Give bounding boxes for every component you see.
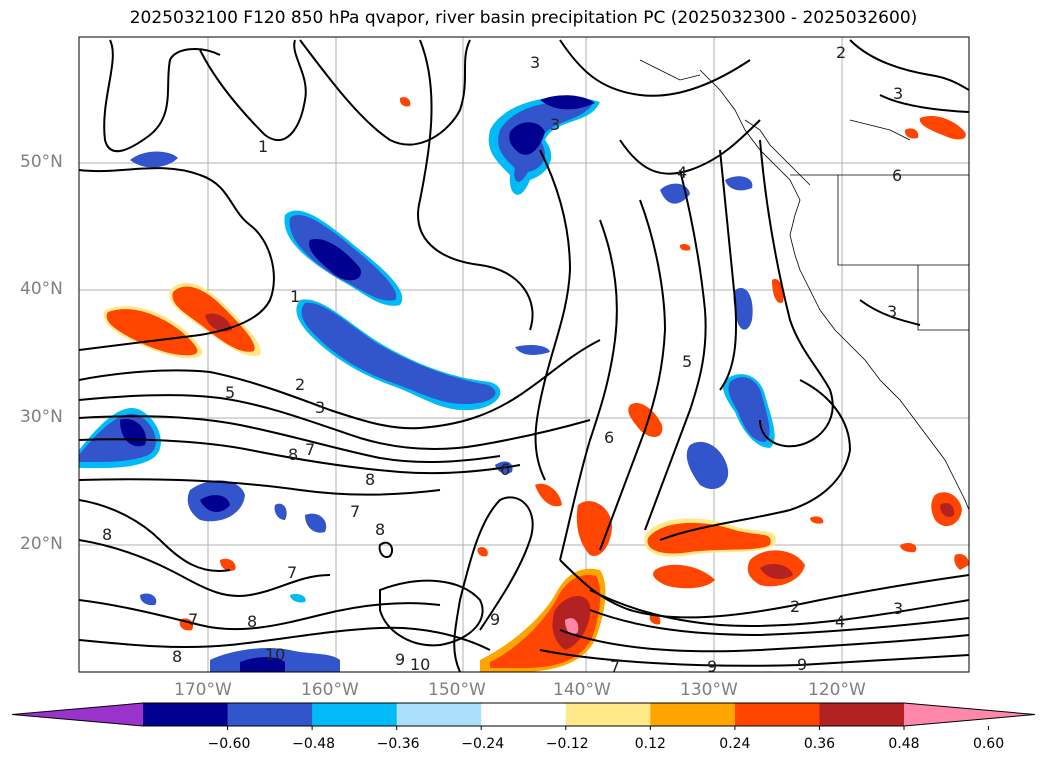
contour-label: 7 [188, 610, 198, 629]
colorbar-segment [650, 703, 736, 726]
contour-label: 6 [604, 428, 614, 447]
lat-label: 20°N [20, 534, 63, 554]
contour-label: 1 [258, 137, 268, 156]
colorbar-segment [481, 703, 567, 726]
contour-label: 7 [610, 657, 620, 676]
colorbar-outline [11, 702, 1036, 727]
colorbar-segment [734, 703, 820, 726]
contour-label: 8 [288, 445, 298, 464]
lon-label: 120°W [808, 680, 866, 700]
colorbar-tick-label: −0.36 [376, 736, 420, 752]
contour-label: 3 [893, 599, 903, 618]
contour-labels: 1 1 2 3 3 3 2 3 4 5 6 6 6 7 7 7 7 8 8 8 … [102, 43, 903, 676]
colorbar-tick-label: −0.24 [461, 736, 505, 752]
map-frame [78, 36, 970, 673]
contour-label: 9 [707, 657, 717, 676]
contour-label: 2 [790, 597, 800, 616]
colorbar-tick-label: −0.60 [207, 736, 251, 752]
contour-label: 3 [887, 302, 897, 321]
contour-label: 3 [530, 53, 540, 72]
contour-label: 3 [550, 115, 560, 134]
contour-label: 10 [410, 655, 430, 674]
positive-anomaly-shading [103, 97, 969, 672]
colorbar-tick-label: 0.60 [972, 736, 1005, 752]
colorbar [11, 702, 1036, 730]
contour-label: 8 [247, 612, 257, 631]
colorbar-segment [819, 703, 905, 726]
contour-label: 3 [315, 398, 325, 417]
lat-label: 50°N [20, 152, 63, 172]
contour-label: 7 [287, 563, 297, 582]
contour-label: 5 [682, 352, 692, 371]
contour-label: 9 [797, 655, 807, 674]
contour-label: 6 [500, 460, 510, 479]
contour-label: 3 [893, 84, 903, 103]
qvapor-contours [79, 39, 969, 672]
contour-label: 5 [225, 383, 235, 402]
colorbar-tick-label: 0.36 [803, 736, 836, 752]
contour-label: 7 [350, 502, 360, 521]
lon-label: 150°W [428, 680, 486, 700]
contour-label: 8 [172, 647, 182, 666]
lon-label: 130°W [680, 680, 738, 700]
colorbar-segment [312, 703, 398, 726]
colorbar-tick-label: −0.48 [292, 736, 336, 752]
contour-label: 10 [265, 645, 285, 664]
lon-label: 140°W [553, 680, 611, 700]
contour-label: 6 [892, 166, 902, 185]
contour-label: 4 [835, 612, 845, 631]
contour-label: 9 [490, 610, 500, 629]
colorbar-segment [396, 703, 482, 726]
contour-label: 2 [295, 375, 305, 394]
colorbar-tick-label: 0.12 [634, 736, 666, 752]
contour-label: 1 [290, 287, 300, 306]
contour-label: 7 [305, 440, 315, 459]
contour-label: 4 [677, 163, 687, 182]
colorbar-segment [565, 703, 651, 726]
lon-label: 170°W [174, 680, 232, 700]
colorbar-extend-min [12, 703, 143, 726]
contour-label: 8 [102, 525, 112, 544]
colorbar-tick-label: 0.48 [888, 736, 920, 752]
colorbar-segment [143, 703, 229, 726]
colorbar-segment [227, 703, 313, 726]
lat-label: 30°N [20, 407, 63, 427]
colorbar-extend-max [904, 703, 1035, 726]
colorbar-tick-label: −0.12 [545, 736, 589, 752]
colorbar-tick-label: 0.24 [719, 736, 751, 752]
coastlines [639, 59, 969, 511]
contour-label: 8 [375, 520, 385, 539]
lon-label: 160°W [301, 680, 359, 700]
contour-label: 2 [836, 43, 846, 62]
figure-title: 2025032100 F120 850 hPa qvapor, river ba… [129, 8, 918, 28]
lat-label: 40°N [20, 279, 63, 299]
contour-label: 8 [365, 470, 375, 489]
contour-label: 9 [395, 650, 405, 669]
